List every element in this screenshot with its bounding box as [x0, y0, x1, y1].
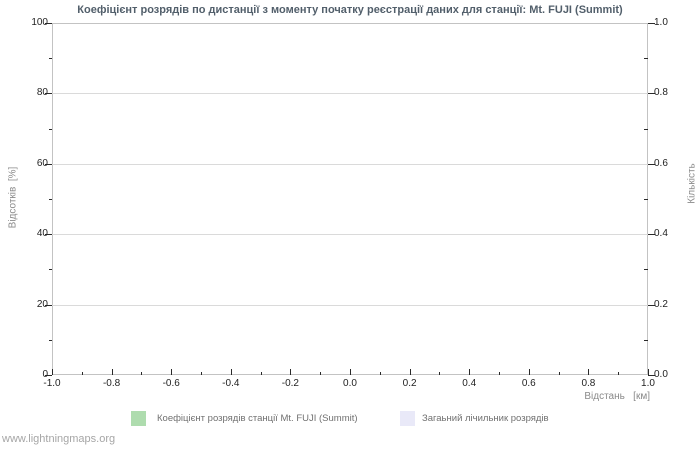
legend-swatch-total-counter [400, 411, 415, 426]
x-tick-label: -1.0 [43, 378, 61, 389]
y-left-tick-label: 100 [31, 17, 48, 28]
y-gridline [52, 304, 648, 306]
y-gridline [52, 234, 648, 236]
y-left-tick-label: 40 [36, 228, 48, 240]
y-right-minor-tick [644, 128, 648, 130]
x-major-tick [350, 369, 351, 375]
y-left-tick-label: 20 [36, 298, 48, 310]
x-minor-tick [141, 372, 143, 375]
y-left-major-tick [45, 234, 52, 236]
y-axis-label-left: Відсотків [%] [7, 166, 19, 229]
y-right-major-tick [648, 375, 655, 376]
x-tick-label: 0.8 [581, 378, 596, 389]
y-left-major-tick [45, 304, 52, 306]
x-major-tick [111, 369, 113, 375]
x-tick-label: -0.6 [162, 378, 180, 389]
y-left-major-tick [45, 23, 52, 24]
y-right-tick-label: 0.6 [654, 157, 668, 169]
y-right-tick-label: 0.0 [654, 369, 668, 380]
legend-label-total-counter: Загаьний лічильник розрядів [422, 413, 549, 424]
y-right-major-tick [648, 163, 655, 165]
x-minor-tick [201, 372, 202, 375]
y-right-major-tick [648, 23, 655, 24]
y-right-major-tick [648, 234, 655, 236]
x-tick-label: -0.2 [281, 378, 299, 389]
y-left-tick-label: 0 [42, 369, 48, 380]
y-left-tick-label: 60 [36, 157, 48, 169]
y-left-major-tick [45, 163, 52, 165]
y-axis-label-right: Кількість [686, 163, 698, 204]
x-major-tick [469, 369, 471, 375]
watermark-link[interactable]: www.lightningmaps.org [2, 433, 116, 445]
x-tick-label: 0.6 [521, 378, 536, 389]
y-left-tick-label: 80 [36, 87, 48, 99]
x-tick-label: 0.0 [343, 378, 357, 389]
x-tick-label: 1.0 [641, 378, 655, 389]
y-left-minor-tick [49, 128, 52, 130]
chart-title: Коефіцієнт розрядів по дистанції з момен… [77, 4, 623, 16]
x-minor-tick [558, 372, 560, 375]
x-major-tick [290, 369, 292, 375]
plot-area [52, 23, 648, 375]
y-right-minor-tick [644, 339, 648, 341]
y-right-major-tick [648, 304, 655, 306]
y-left-major-tick [45, 93, 52, 95]
x-major-tick [409, 369, 411, 375]
y-left-major-tick [45, 375, 52, 376]
x-major-tick [588, 369, 590, 375]
y-left-minor-tick [49, 269, 52, 271]
x-minor-tick [81, 372, 83, 375]
x-major-tick [52, 369, 53, 375]
x-major-tick [648, 369, 649, 375]
x-minor-tick [499, 372, 500, 375]
y-gridline [52, 93, 648, 95]
y-right-minor-tick [644, 199, 648, 200]
y-left-minor-tick [49, 58, 52, 60]
x-minor-tick [260, 372, 262, 375]
x-minor-tick [439, 372, 441, 375]
y-right-major-tick [648, 93, 655, 95]
x-minor-tick [379, 372, 381, 375]
x-major-tick [171, 369, 173, 375]
y-left-minor-tick [49, 199, 52, 200]
y-right-tick-label: 0.8 [654, 87, 668, 99]
y-gridline [52, 163, 648, 165]
y-right-tick-label: 0.2 [654, 298, 668, 310]
x-tick-label: -0.8 [102, 378, 121, 389]
x-tick-label: 0.2 [402, 378, 417, 389]
x-major-tick [230, 369, 232, 375]
x-minor-tick [320, 372, 322, 375]
legend-label-station-ratio: Коефіцієнт розрядів станції Mt. FUJI (Su… [157, 413, 358, 424]
y-right-minor-tick [644, 269, 648, 271]
x-major-tick [528, 369, 530, 375]
x-tick-label: 0.4 [462, 378, 477, 389]
y-left-minor-tick [49, 339, 52, 341]
y-right-tick-label: 1.0 [654, 17, 668, 28]
legend-swatch-station-ratio [131, 411, 146, 426]
x-minor-tick [618, 372, 620, 375]
y-right-minor-tick [644, 58, 648, 60]
x-axis-label: Відстань [км] [584, 391, 650, 402]
y-right-tick-label: 0.4 [654, 228, 668, 240]
x-tick-label: -0.4 [222, 378, 240, 389]
